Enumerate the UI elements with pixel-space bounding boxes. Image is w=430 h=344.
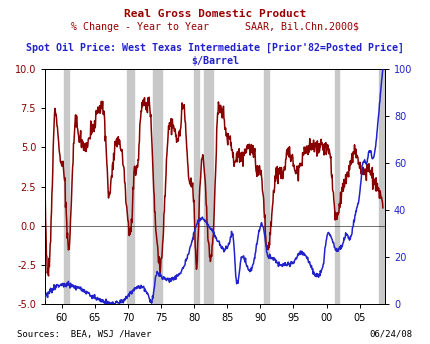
Bar	[264, 69, 269, 304]
Bar	[335, 69, 339, 304]
Text: Real Gross Domestic Product: Real Gross Domestic Product	[124, 9, 306, 19]
Text: % Change - Year to Year      SAAR, Bil.Chn.2000$: % Change - Year to Year SAAR, Bil.Chn.20…	[71, 22, 359, 32]
Bar	[126, 69, 134, 304]
Bar	[204, 69, 213, 304]
Bar	[379, 69, 385, 304]
Text: 06/24/08: 06/24/08	[370, 330, 413, 339]
Bar	[64, 69, 69, 304]
Text: Sources:  BEA, WSJ /Haver: Sources: BEA, WSJ /Haver	[17, 330, 151, 339]
Bar	[153, 69, 163, 304]
Bar	[194, 69, 199, 304]
Text: Spot Oil Price: West Texas Intermediate [Prior'82=Posted Price]: Spot Oil Price: West Texas Intermediate …	[26, 43, 404, 53]
Text: $/Barrel: $/Barrel	[191, 56, 239, 66]
